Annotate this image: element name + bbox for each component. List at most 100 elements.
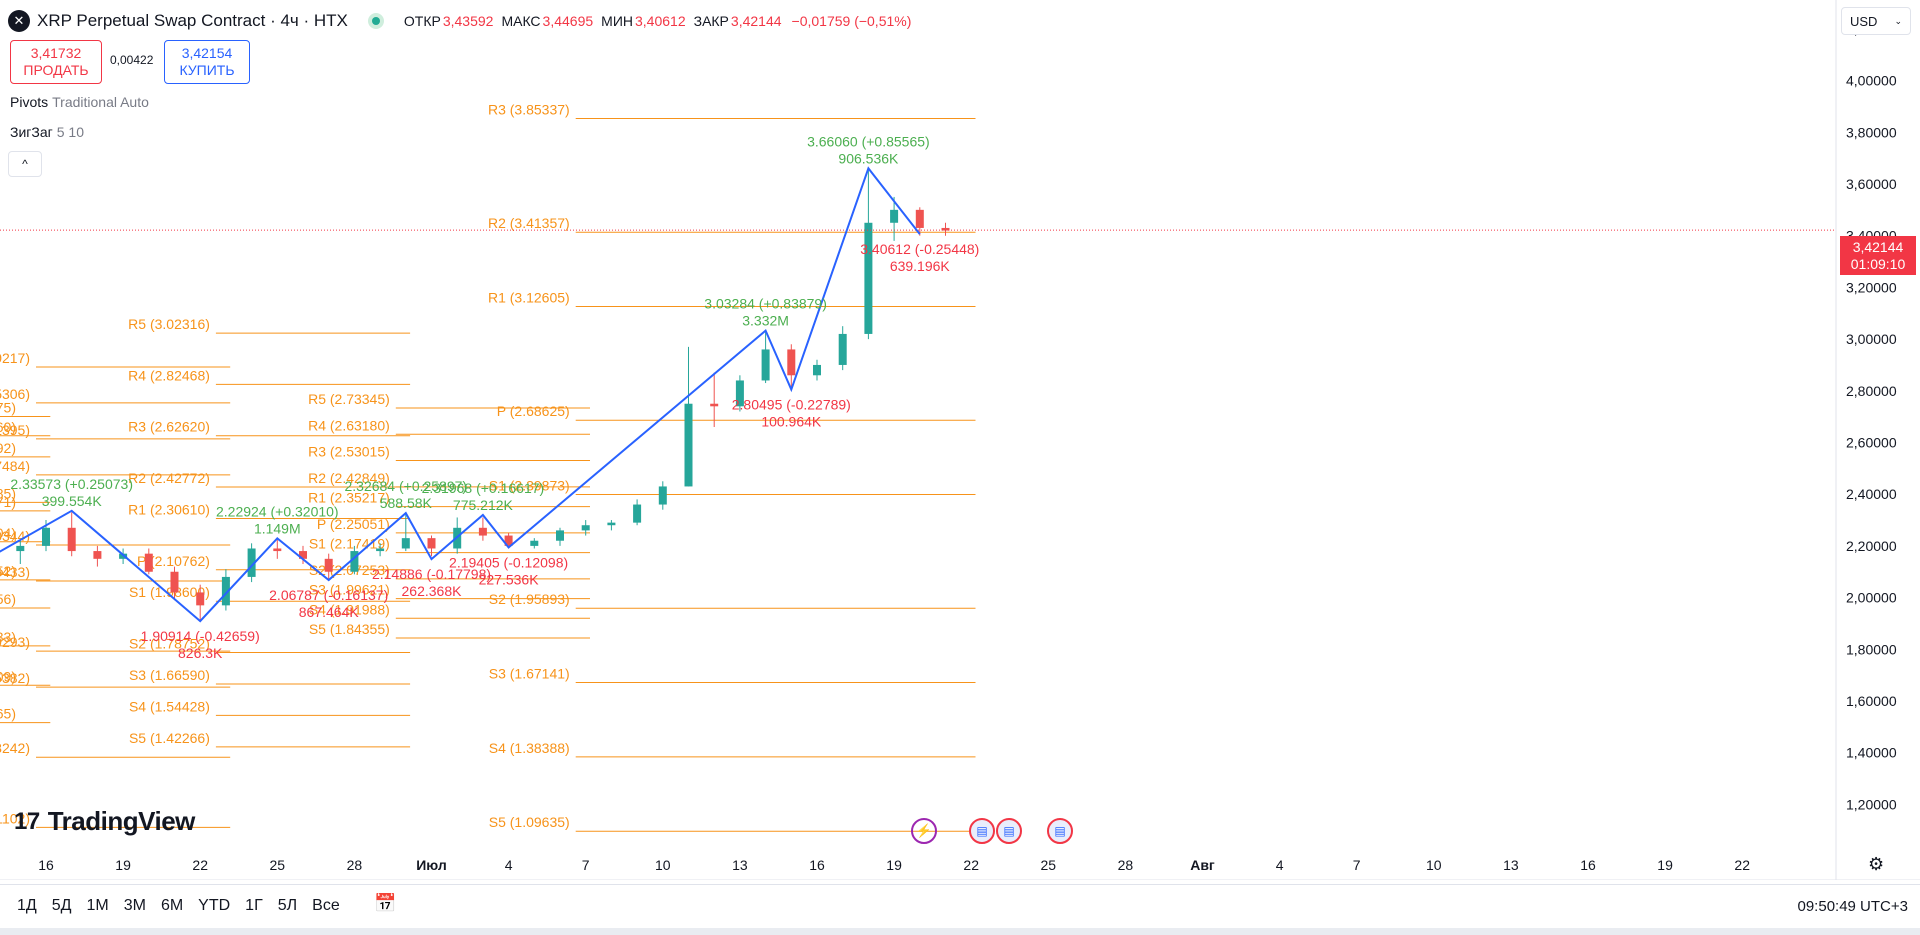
pivot-level-label: R2 (3.41357): [488, 215, 570, 231]
candle-body: [16, 545, 25, 552]
zigzag-line: [0, 166, 921, 623]
zigzag-pivot-label: 2.31968 (+0.16617): [422, 480, 545, 496]
candle-body: [324, 558, 333, 572]
x-tick-label: 25: [270, 857, 286, 873]
candle-body: [170, 571, 179, 593]
pivot-level-label: S4 (1.54428): [129, 698, 210, 714]
chevron-up-icon: ^: [22, 157, 28, 171]
candle-body: [658, 486, 667, 505]
range-1m[interactable]: 1М: [86, 897, 109, 914]
pivot-level-label: R2 (2.42849): [308, 470, 390, 486]
us-flag-icon[interactable]: ▤: [969, 818, 995, 844]
candle-body: [504, 535, 513, 546]
pivot-level-label: S3 (1.38242): [0, 740, 30, 756]
pivot-level-label: 75): [0, 399, 16, 415]
candle-body: [478, 527, 487, 536]
range-6m[interactable]: 6М: [160, 897, 184, 914]
pivot-level-label: 85): [0, 485, 16, 501]
pivot-level-label: R4 (2.82468): [128, 367, 210, 383]
pivot-level-label: R5 (2.89217): [0, 350, 30, 366]
x-tick-label: Июл: [416, 857, 447, 873]
range-ytd[interactable]: YTD: [198, 897, 231, 914]
collapse-indicators-button[interactable]: ^: [8, 151, 42, 177]
zigzag-pivot-label: 2.32684 (+0.25897): [344, 478, 467, 494]
zigzag-volume-label: 100.964K: [761, 414, 822, 430]
x-tick-label: 28: [1118, 857, 1134, 873]
candle-body: [196, 592, 205, 606]
candle-body: [607, 522, 616, 526]
indicator-pivots[interactable]: Pivots Traditional Auto: [10, 94, 149, 110]
y-tick-label: 2,40000: [1846, 486, 1897, 502]
candle-body: [299, 551, 307, 559]
candle-body: [915, 209, 924, 228]
buy-price: 3,42154: [181, 45, 233, 61]
range-5d[interactable]: 5Д: [51, 897, 72, 914]
tradingview-logo[interactable]: 17 TradingView: [14, 806, 195, 836]
pivot-level-label: S3 (1.67141): [489, 666, 570, 682]
pivot-level-label: 56): [0, 591, 16, 607]
zigzag-pivot-label: 2.22924 (+0.32010): [216, 503, 339, 519]
tv-mark-icon: 17: [14, 807, 40, 835]
last-price-value: 3,42144: [1852, 238, 1904, 255]
x-tick-label: 22: [963, 857, 979, 873]
us-flag-icon[interactable]: ▤: [996, 818, 1022, 844]
zigzag-pivot-label: 1.90914 (-0.42659): [141, 628, 260, 644]
zigzag-volume-label: 588.58K: [380, 495, 433, 511]
symbol-title[interactable]: XRP Perpetual Swap Contract · 4ч · HTX: [37, 11, 348, 30]
pivot-level-label: R1 (2.35217): [308, 490, 390, 506]
range-3m[interactable]: 3М: [123, 897, 146, 914]
zigzag-volume-label: 639.196K: [890, 258, 951, 274]
x-tick-label: 28: [347, 857, 363, 873]
x-tick-label: 16: [1580, 857, 1596, 873]
pivot-level-label: R3 (2.62620): [128, 419, 210, 435]
footer-strip: [0, 928, 1920, 935]
chevron-down-icon: ⌄: [1894, 15, 1902, 26]
market-status-icon[interactable]: [367, 13, 384, 29]
pivot-level-label: 71): [0, 494, 16, 510]
pivot-level-label: S4 (1.38388): [489, 740, 570, 756]
pivot-level-label: R1 (3.12605): [488, 290, 570, 306]
range-1d[interactable]: 1Д: [17, 897, 37, 914]
pivot-level-label: R4 (2.75306): [0, 386, 30, 402]
pivot-level-label: 65): [0, 706, 16, 722]
y-tick-label: 1,20000: [1846, 796, 1897, 812]
lightning-icon[interactable]: ⚡: [911, 818, 937, 844]
calendar-range-icon[interactable]: 📅: [374, 893, 397, 913]
clock-timezone[interactable]: 09:50:49 UTC+3: [1797, 898, 1909, 915]
buy-button[interactable]: 3,42154 КУПИТЬ: [164, 40, 250, 84]
pivot-level-label: 92): [0, 440, 16, 456]
pivot-level-label: S5 (1.09635): [489, 814, 570, 830]
pivot-level-label: S3 (1.66590): [129, 667, 210, 683]
pivot-level-label: R1 (2.30610): [128, 501, 210, 517]
range-1y[interactable]: 1Г: [245, 897, 263, 914]
sell-button[interactable]: 3,41732 ПРОДАТЬ: [10, 40, 102, 84]
x-tick-label: 16: [809, 857, 825, 873]
us-flag-icon[interactable]: ▤: [1047, 818, 1073, 844]
pivot-level-label: S1 (1.98600): [129, 584, 210, 600]
pivot-level-label: R5 (3.02316): [128, 316, 210, 332]
range-5y[interactable]: 5Л: [277, 897, 298, 914]
zigzag-pivot-label: 3.03284 (+0.83879): [704, 296, 827, 312]
spread-value: 0,00422: [110, 53, 154, 67]
pivot-level-label: 33): [0, 629, 16, 645]
candle-body: [376, 548, 385, 552]
range-all[interactable]: Все: [312, 897, 340, 914]
zigzag-volume-label: 906.536K: [838, 150, 899, 166]
indicator-zigzag[interactable]: ЗигЗаг 5 10: [10, 124, 84, 140]
gear-icon[interactable]: ⚙: [1868, 854, 1885, 874]
pivot-level-label: S1 (2.39873): [489, 478, 570, 494]
zigzag-pivot-label: 2.14886 (-0.17798): [372, 566, 491, 582]
chart-header: ✕ XRP Perpetual Swap Contract · 4ч · HTX…: [8, 10, 911, 32]
currency-select[interactable]: USD ⌄: [1841, 7, 1911, 35]
x-tick-label: 7: [582, 857, 590, 873]
ohlc-change: −0,01759 (−0,51%): [791, 13, 912, 29]
zigzag-volume-label: 867.464K: [299, 604, 360, 620]
y-tick-label: 3,80000: [1846, 124, 1897, 140]
pivot-level-label: 04): [0, 525, 16, 541]
price-chart[interactable]: 4,200004,000003,800003,600003,400003,200…: [0, 0, 1920, 880]
x-tick-label: 10: [1426, 857, 1442, 873]
zigzag-pivot-label: 2.06787 (-0.16137): [269, 587, 388, 603]
y-tick-label: 4,00000: [1846, 73, 1897, 89]
pivot-level-label: P (2.68625): [497, 403, 570, 419]
pivot-level-label: R2 (2.47484): [0, 458, 30, 474]
